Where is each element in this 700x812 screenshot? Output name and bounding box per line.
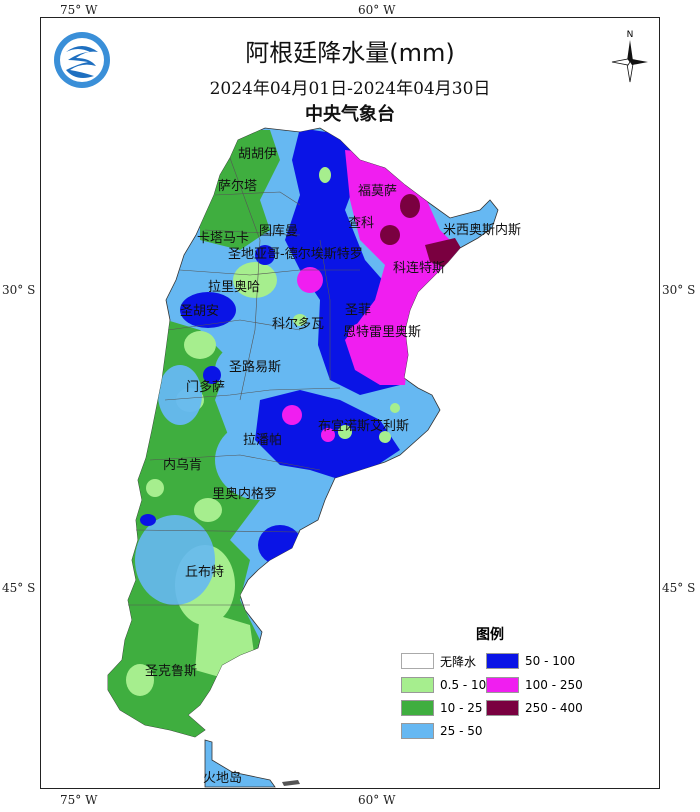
zone-0.5-10-dot1 xyxy=(319,167,331,183)
province-label-santa-fe: 圣菲 xyxy=(345,303,372,318)
province-label-misiones: 米西奥斯内斯 xyxy=(443,223,522,238)
legend-label: 100 - 250 xyxy=(525,678,583,692)
province-label-rio-negro: 里奥内格罗 xyxy=(212,487,278,502)
province-label-chaco: 查科 xyxy=(348,216,375,231)
legend-item-25-50: 25 - 50 xyxy=(401,722,483,740)
zone-50-100-sj xyxy=(180,292,236,328)
zone-100-250-ba xyxy=(282,405,302,425)
province-label-formosa: 福莫萨 xyxy=(358,184,398,199)
tick-top-60w: 60° W xyxy=(358,3,396,17)
province-label-mendoza: 门多萨 xyxy=(186,380,226,395)
province-label-catamarca: 卡塔马卡 xyxy=(197,231,250,246)
zone-0.5-10-dot5 xyxy=(390,403,400,413)
legend-label: 无降水 xyxy=(440,654,477,669)
province-label-buenos-aires: 布宜诺斯艾利斯 xyxy=(318,419,410,434)
tick-right-45s: 45° S xyxy=(662,581,696,595)
province-label-santiago: 圣地亚哥-德尔埃斯特罗 xyxy=(228,247,363,262)
province-label-entre-rios: 恩特雷里奥斯 xyxy=(343,325,422,340)
zone-25-50-patagonia xyxy=(135,515,215,605)
province-label-jujuy: 胡胡伊 xyxy=(238,147,278,162)
zone-100-250-er xyxy=(348,323,376,347)
legend-title: 图例 xyxy=(476,627,504,643)
zone-50-100-west xyxy=(140,514,156,526)
legend: 图例 无降水 0.5 - 10 10 - 25 25 - 50 50 - 100… xyxy=(398,624,598,739)
zone-100-250-sf xyxy=(297,267,323,293)
zone-100-250-ne xyxy=(345,150,460,385)
tick-left-45s: 45° S xyxy=(2,581,36,595)
province-label-la-pampa: 拉潘帕 xyxy=(243,433,283,448)
legend-swatch xyxy=(486,700,519,716)
zone-0.5-10-sc xyxy=(126,664,154,696)
zone-0.5-10-sj xyxy=(184,331,216,359)
date-range: 2024年04月01日-2024年04月30日 xyxy=(209,79,491,99)
legend-swatch xyxy=(401,677,434,693)
legend-label: 10 - 25 xyxy=(440,701,483,715)
legend-swatch xyxy=(401,700,434,716)
compass-north-label: N xyxy=(627,30,634,40)
legend-item-10-25: 10 - 25 xyxy=(401,699,483,717)
zone-250-400-formosa xyxy=(400,194,420,218)
province-label-cordoba: 科尔多瓦 xyxy=(272,317,325,332)
legend-item-0.5-10: 0.5 - 10 xyxy=(401,676,486,694)
zone-0.5-10-dot2 xyxy=(293,314,307,326)
province-borders xyxy=(128,157,360,606)
legend-swatch xyxy=(401,723,434,739)
legend-label: 250 - 400 xyxy=(525,701,583,715)
zone-0.5-10-dot3 xyxy=(338,425,352,439)
compass-rose-icon: N xyxy=(611,30,648,83)
province-label-la-rioja: 拉里奥哈 xyxy=(208,280,261,295)
legend-swatch xyxy=(486,653,519,669)
tierra-del-fuego xyxy=(204,739,276,788)
province-label-san-luis: 圣路易斯 xyxy=(229,360,282,375)
zone-25-50-sl xyxy=(215,340,295,400)
province-label-tucuman: 图库曼 xyxy=(259,224,299,239)
province-label-tierra-del-fuego: 火地岛 xyxy=(203,771,243,786)
legend-item-50-100: 50 - 100 xyxy=(486,652,575,670)
legend-label: 50 - 100 xyxy=(525,654,576,668)
tick-bottom-75w: 75° W xyxy=(60,793,98,807)
province-label-san-juan: 圣胡安 xyxy=(180,304,220,319)
zone-250-400-chaco xyxy=(380,225,400,245)
legend-label: 0.5 - 10 xyxy=(440,678,487,692)
legend-item-250-400: 250 - 400 xyxy=(486,699,583,717)
province-label-chubut: 丘布特 xyxy=(185,565,225,580)
tick-left-30s: 30° S xyxy=(2,283,36,297)
province-label-corrientes: 科连特斯 xyxy=(393,261,446,276)
province-label-salta: 萨尔塔 xyxy=(218,179,258,194)
zone-0.5-10-neuquen xyxy=(146,479,164,497)
tick-top-75w: 75° W xyxy=(60,3,98,17)
zone-0.5-10-riojapatch xyxy=(233,262,277,298)
zone-50-100-mendoza xyxy=(203,366,221,384)
issuer: 中央气象台 xyxy=(305,104,395,125)
legend-swatch xyxy=(401,653,434,669)
zone-50-100-south xyxy=(258,525,302,565)
map-title: 阿根廷降水量(mm) xyxy=(245,39,455,67)
legend-item-none: 无降水 xyxy=(401,652,476,670)
cma-logo xyxy=(54,32,110,88)
isla-estados xyxy=(282,780,300,786)
zone-0.5-10-riorio xyxy=(194,498,222,522)
legend-item-100-250: 100 - 250 xyxy=(486,676,583,694)
zone-0.5-10-dot4 xyxy=(379,431,391,443)
tick-right-30s: 30° S xyxy=(662,283,696,297)
zone-100-250-ba2 xyxy=(321,428,335,442)
tick-bottom-60w: 60° W xyxy=(358,793,396,807)
legend-label: 25 - 50 xyxy=(440,724,483,738)
province-label-santa-cruz: 圣克鲁斯 xyxy=(145,664,198,679)
province-label-neuquen: 内乌肯 xyxy=(163,458,203,473)
zone-50-100-tucu xyxy=(255,245,275,265)
zone-25-50-mendoza xyxy=(158,365,202,425)
legend-swatch xyxy=(486,677,519,693)
